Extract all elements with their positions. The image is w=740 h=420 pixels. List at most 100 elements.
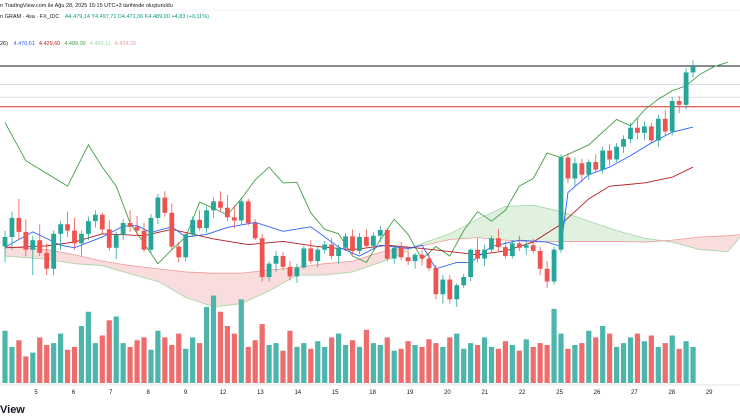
candle-body-15 <box>106 229 112 248</box>
volume-bar-39 <box>273 343 279 383</box>
volume-bar-77 <box>537 343 543 383</box>
volume-bar-28 <box>197 343 203 383</box>
volume-bar-29 <box>203 307 210 383</box>
candle-body-82 <box>572 163 578 179</box>
volume-bar-18 <box>127 346 133 383</box>
volume-bar-34 <box>238 299 244 383</box>
candle-body-95 <box>662 118 668 132</box>
volume-bar-56 <box>391 350 397 383</box>
volume-bar-5 <box>37 337 43 383</box>
candle-body-20 <box>141 230 147 250</box>
candle-body-23 <box>162 197 168 213</box>
symbol-label[interactable]: n GRAM · 4sa · FX_IDC <box>0 14 60 20</box>
candle-body-9 <box>65 224 70 231</box>
volume-bar-90 <box>627 337 634 383</box>
volume-bar-21 <box>148 349 154 383</box>
volume-bar-84 <box>586 330 592 383</box>
volume-bar-19 <box>134 340 140 383</box>
candle-body-12 <box>86 221 91 234</box>
volume-bar-95 <box>662 343 668 383</box>
candle-body-24 <box>169 212 175 247</box>
volume-bar-31 <box>217 311 224 383</box>
volume-bar-1 <box>9 346 15 383</box>
candle-body-46 <box>322 244 328 250</box>
candle-body-81 <box>565 157 571 179</box>
ichimoku-values: 4.470,61 4.429,60 4.489,00 4.490,11 4.424,35 <box>13 41 140 47</box>
volume-bar-69 <box>481 337 488 383</box>
candle-body-31 <box>218 201 223 208</box>
ichimoku-value-1: 4.429,60 <box>38 41 61 47</box>
volume-bar-47 <box>329 337 335 383</box>
volume-bar-52 <box>363 329 369 383</box>
volume-bar-97 <box>676 348 682 383</box>
candle-body-55 <box>384 229 390 259</box>
volume-bar-8 <box>58 333 64 383</box>
volume-bar-64 <box>447 337 453 383</box>
x-tick-label-10: 19 <box>407 390 414 396</box>
candle-body-37 <box>259 238 265 278</box>
volume-bar-58 <box>405 341 411 383</box>
candle-body-92 <box>642 126 647 133</box>
source-line: n TradingView.com ile Ağu 28, 2025 15:15… <box>0 3 173 9</box>
volume-bar-43 <box>301 343 307 383</box>
volume-bar-61 <box>426 339 432 383</box>
ichimoku-value-2: 4.489,00 <box>64 41 86 47</box>
volume-bar-27 <box>190 337 196 383</box>
volume-bar-74 <box>516 350 522 383</box>
volume-bar-98 <box>683 341 689 383</box>
volume-bar-79 <box>551 308 557 383</box>
x-tick-label-5: 12 <box>220 390 227 396</box>
candle-body-7 <box>51 233 57 269</box>
candle-body-91 <box>635 127 640 133</box>
volume-bar-4 <box>30 352 36 383</box>
candle-body-11 <box>79 233 84 244</box>
volume-bar-71 <box>495 348 502 383</box>
cloud-segment-0 <box>5 246 416 307</box>
candle-body-22 <box>155 197 161 218</box>
candle-body-50 <box>350 236 355 251</box>
volume-bar-70 <box>488 346 495 383</box>
candle-body-10 <box>72 230 77 244</box>
candle-body-62 <box>433 268 439 295</box>
volume-bar-80 <box>558 333 564 383</box>
volume-bar-44 <box>308 348 314 383</box>
volume-bar-33 <box>231 333 237 383</box>
volume-bar-92 <box>641 341 647 383</box>
volume-bar-86 <box>600 326 606 383</box>
volume-bar-20 <box>141 337 147 383</box>
candle-body-6 <box>44 252 50 269</box>
volume-bar-81 <box>565 348 571 383</box>
candle-body-74 <box>516 243 522 248</box>
candle-body-97 <box>676 101 682 105</box>
candle-body-26 <box>183 234 189 258</box>
ichimoku-prefix: 26) <box>0 41 8 47</box>
candle-body-41 <box>287 266 293 277</box>
candle-body-80 <box>558 157 564 250</box>
volume-bar-3 <box>23 356 29 383</box>
candle-body-45 <box>315 249 321 262</box>
volume-bar-26 <box>183 348 189 383</box>
candle-body-63 <box>440 279 446 295</box>
ichimoku-value-3: 4.490,11 <box>89 41 111 47</box>
candle-body-85 <box>593 162 599 170</box>
candle-body-54 <box>377 229 383 236</box>
x-tick-label-7: 14 <box>294 390 301 396</box>
candle-body-94 <box>655 118 661 141</box>
volume-bar-11 <box>78 326 85 383</box>
volume-bar-22 <box>155 330 161 383</box>
candle-body-83 <box>579 163 585 175</box>
volume-bar-89 <box>620 343 627 383</box>
ichimoku-legend[interactable]: 26) 4.470,61 4.429,60 4.489,00 4.490,11 4.42… <box>0 41 144 47</box>
candle-body-84 <box>586 162 592 175</box>
volume-bar-23 <box>162 337 168 383</box>
candle-body-34 <box>238 201 244 221</box>
candle-body-73 <box>509 243 515 257</box>
candle-body-60 <box>419 254 425 259</box>
candle-body-13 <box>92 214 98 222</box>
volume-bar-0 <box>2 330 8 383</box>
volume-bar-32 <box>224 326 230 383</box>
volume-bar-46 <box>322 346 328 383</box>
ichimoku-value-0: 4.470,61 <box>13 41 35 47</box>
x-tick-label-6: 13 <box>257 390 264 396</box>
